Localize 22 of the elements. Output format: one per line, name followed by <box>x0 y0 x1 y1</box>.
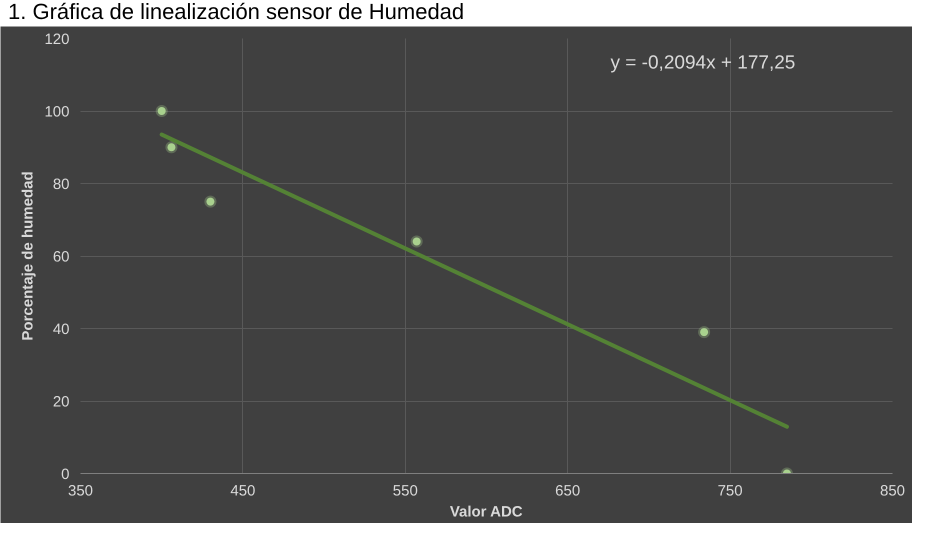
y-tick-label: 100 <box>44 104 70 120</box>
y-axis-title: Porcentaje de humedad <box>19 171 36 341</box>
chart-title: 1. Gráfica de linealización sensor de Humedad <box>8 0 464 24</box>
point <box>156 105 168 117</box>
x-axis-title: Valor ADC <box>450 504 523 520</box>
y-tick-label: 0 <box>61 466 70 483</box>
point <box>698 326 710 338</box>
x-tick-label: 450 <box>230 482 256 500</box>
point <box>204 196 216 208</box>
x-tick-label: 350 <box>68 482 94 500</box>
y-tick-label: 40 <box>52 321 70 338</box>
annotation: y = -0,2094x + 177,25 <box>610 52 796 74</box>
point <box>410 236 423 248</box>
x-tick-label: 650 <box>555 482 580 500</box>
x-tick-label: 750 <box>718 482 743 500</box>
point <box>165 141 178 154</box>
y-tick-label: 60 <box>52 248 70 266</box>
y-tick-label: 20 <box>52 394 70 410</box>
x-tick-label: 550 <box>392 482 418 500</box>
y-tick-label: 120 <box>44 31 70 48</box>
x-tick-label: 850 <box>880 482 906 500</box>
y-tick-label: 80 <box>52 176 70 193</box>
